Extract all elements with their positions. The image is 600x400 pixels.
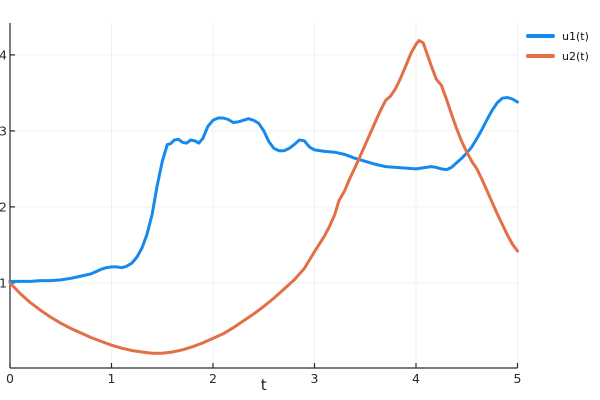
legend-item-u1: u1(t) (526, 26, 589, 46)
legend-item-u2: u2(t) (526, 46, 589, 66)
legend-label-u1: u1(t) (562, 29, 589, 43)
gridlines (10, 23, 518, 368)
y-tick-label: 4 (0, 47, 7, 62)
series-line-2 (8, 39, 519, 355)
axes: 0 1 2 3 4 5 1 2 3 4 (0, 23, 521, 386)
x-tick-label: 4 (412, 371, 420, 386)
y-tick-label: 2 (0, 199, 7, 214)
series-lines (8, 39, 519, 355)
legend-line-swatch-u2 (526, 54, 555, 58)
x-tick-label: 5 (514, 371, 522, 386)
legend-label-u2: u2(t) (562, 49, 589, 63)
y-tick-label: 3 (0, 123, 7, 138)
x-tick-label: 1 (108, 371, 116, 386)
x-tick-label: 0 (6, 371, 14, 386)
series-line-1 (8, 96, 519, 283)
x-tick-label: 2 (209, 371, 217, 386)
x-tick-label: 3 (311, 371, 319, 386)
legend-line-swatch-u1 (526, 34, 555, 38)
legend: u1(t) u2(t) (526, 26, 589, 66)
x-axis-title: t (261, 376, 267, 394)
y-tick-label: 1 (0, 275, 7, 290)
